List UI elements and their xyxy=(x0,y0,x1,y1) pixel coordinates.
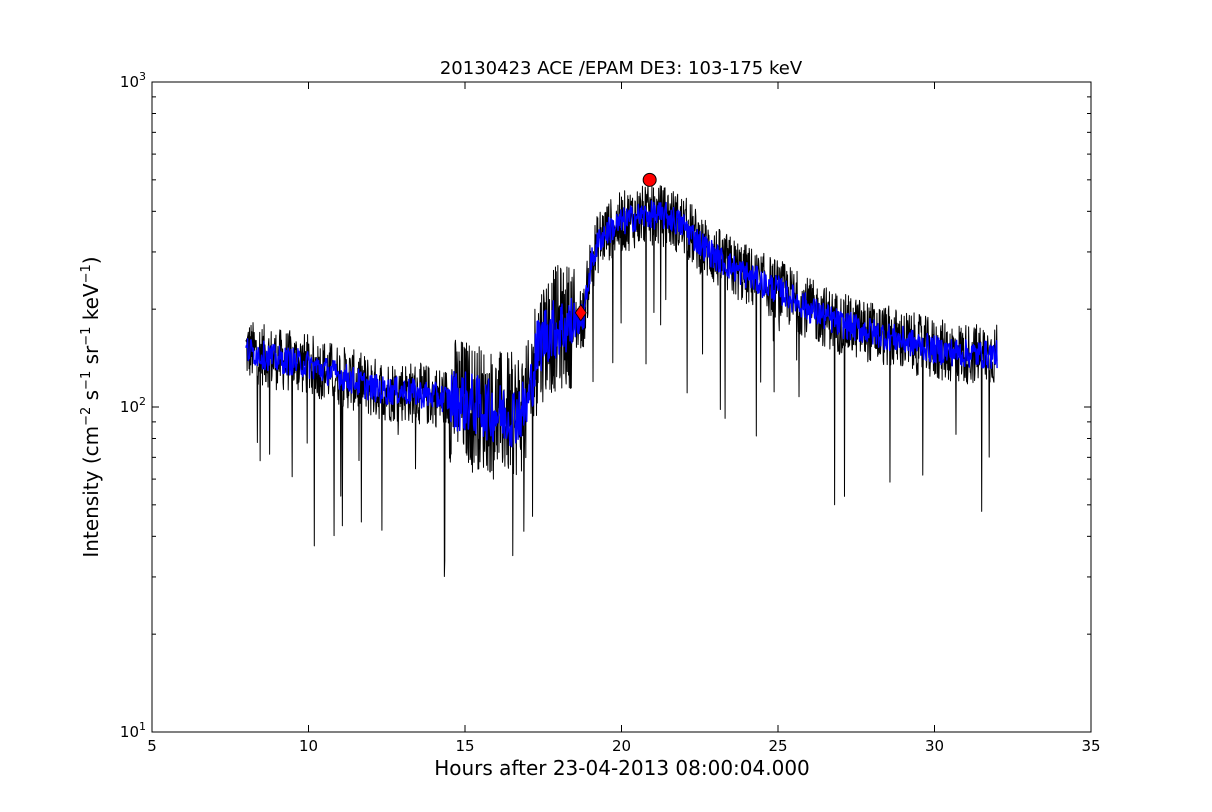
y-label-kev: keV xyxy=(79,283,103,327)
y-label-exp2: −1 xyxy=(79,371,94,390)
x-tick-label: 35 xyxy=(1081,737,1100,755)
series-line-smoothed xyxy=(245,200,998,448)
x-axis: 5 10 15 20 25 30 35 xyxy=(147,82,1101,755)
y-axis: 101 102 103 xyxy=(120,70,1091,741)
y-label-main: Intensity (cm xyxy=(79,426,103,558)
peak-marker-circle xyxy=(642,172,657,187)
y-label-s: s xyxy=(79,390,103,407)
onset-marker-diamond xyxy=(574,304,587,322)
x-tick-label: 30 xyxy=(925,737,944,755)
y-axis-label: Intensity (cm−2 s−1 sr−1 keV−1) xyxy=(79,256,103,557)
y-tick-label: 102 xyxy=(120,395,146,416)
marker-layer xyxy=(574,172,657,322)
x-tick-label: 10 xyxy=(299,737,318,755)
y-tick-label: 103 xyxy=(120,70,146,91)
y-label-exp3: −1 xyxy=(79,327,94,346)
x-tick-label: 15 xyxy=(455,737,474,755)
x-tick-label: 5 xyxy=(147,737,157,755)
y-label-close: ) xyxy=(79,256,103,264)
x-tick-label: 20 xyxy=(612,737,631,755)
chart-title: 20130423 ACE /EPAM DE3: 103-175 keV xyxy=(440,58,803,79)
x-axis-label: Hours after 23-04-2013 08:00:04.000 xyxy=(434,756,810,780)
y-label-exp4: −1 xyxy=(79,264,94,283)
y-label-exp1: −2 xyxy=(79,407,94,426)
y-tick-label: 101 xyxy=(120,720,146,741)
series-layer xyxy=(245,183,998,578)
x-tick-label: 25 xyxy=(768,737,787,755)
y-label-sr: sr xyxy=(79,345,103,371)
